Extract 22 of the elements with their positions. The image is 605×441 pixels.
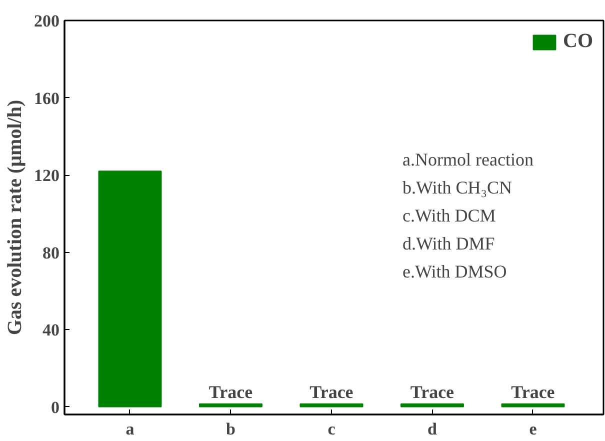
annotation: b.With CH₃CN xyxy=(402,178,512,198)
legend-label: CO xyxy=(563,30,593,53)
x-tick-label: b xyxy=(226,420,236,438)
annotation: d.With DMF xyxy=(402,234,495,254)
annotation: a.Normol reaction xyxy=(402,150,534,170)
data-label: Trace xyxy=(410,382,454,402)
x-tick-label: a xyxy=(126,420,135,438)
y-tick-label: 200 xyxy=(34,12,60,30)
x-tick-label: e xyxy=(529,420,538,438)
annotation: e.With DMSO xyxy=(402,262,507,282)
y-axis-title: Gas evolution rate (μmol/h) xyxy=(4,100,26,336)
y-tick-label: 80 xyxy=(42,243,60,262)
data-label: Trace xyxy=(208,382,253,402)
x-tick-label: c xyxy=(328,420,336,438)
y-tick-label: 120 xyxy=(34,166,60,186)
y-tick-label: 160 xyxy=(34,88,60,108)
y-tick-label: 0 xyxy=(51,398,60,417)
y-tick-label: 40 xyxy=(42,320,60,340)
data-label: Trace xyxy=(310,382,354,402)
annotation: c.With DCM xyxy=(402,206,496,226)
x-tick-label: d xyxy=(428,420,438,438)
data-label: Trace xyxy=(511,382,555,402)
